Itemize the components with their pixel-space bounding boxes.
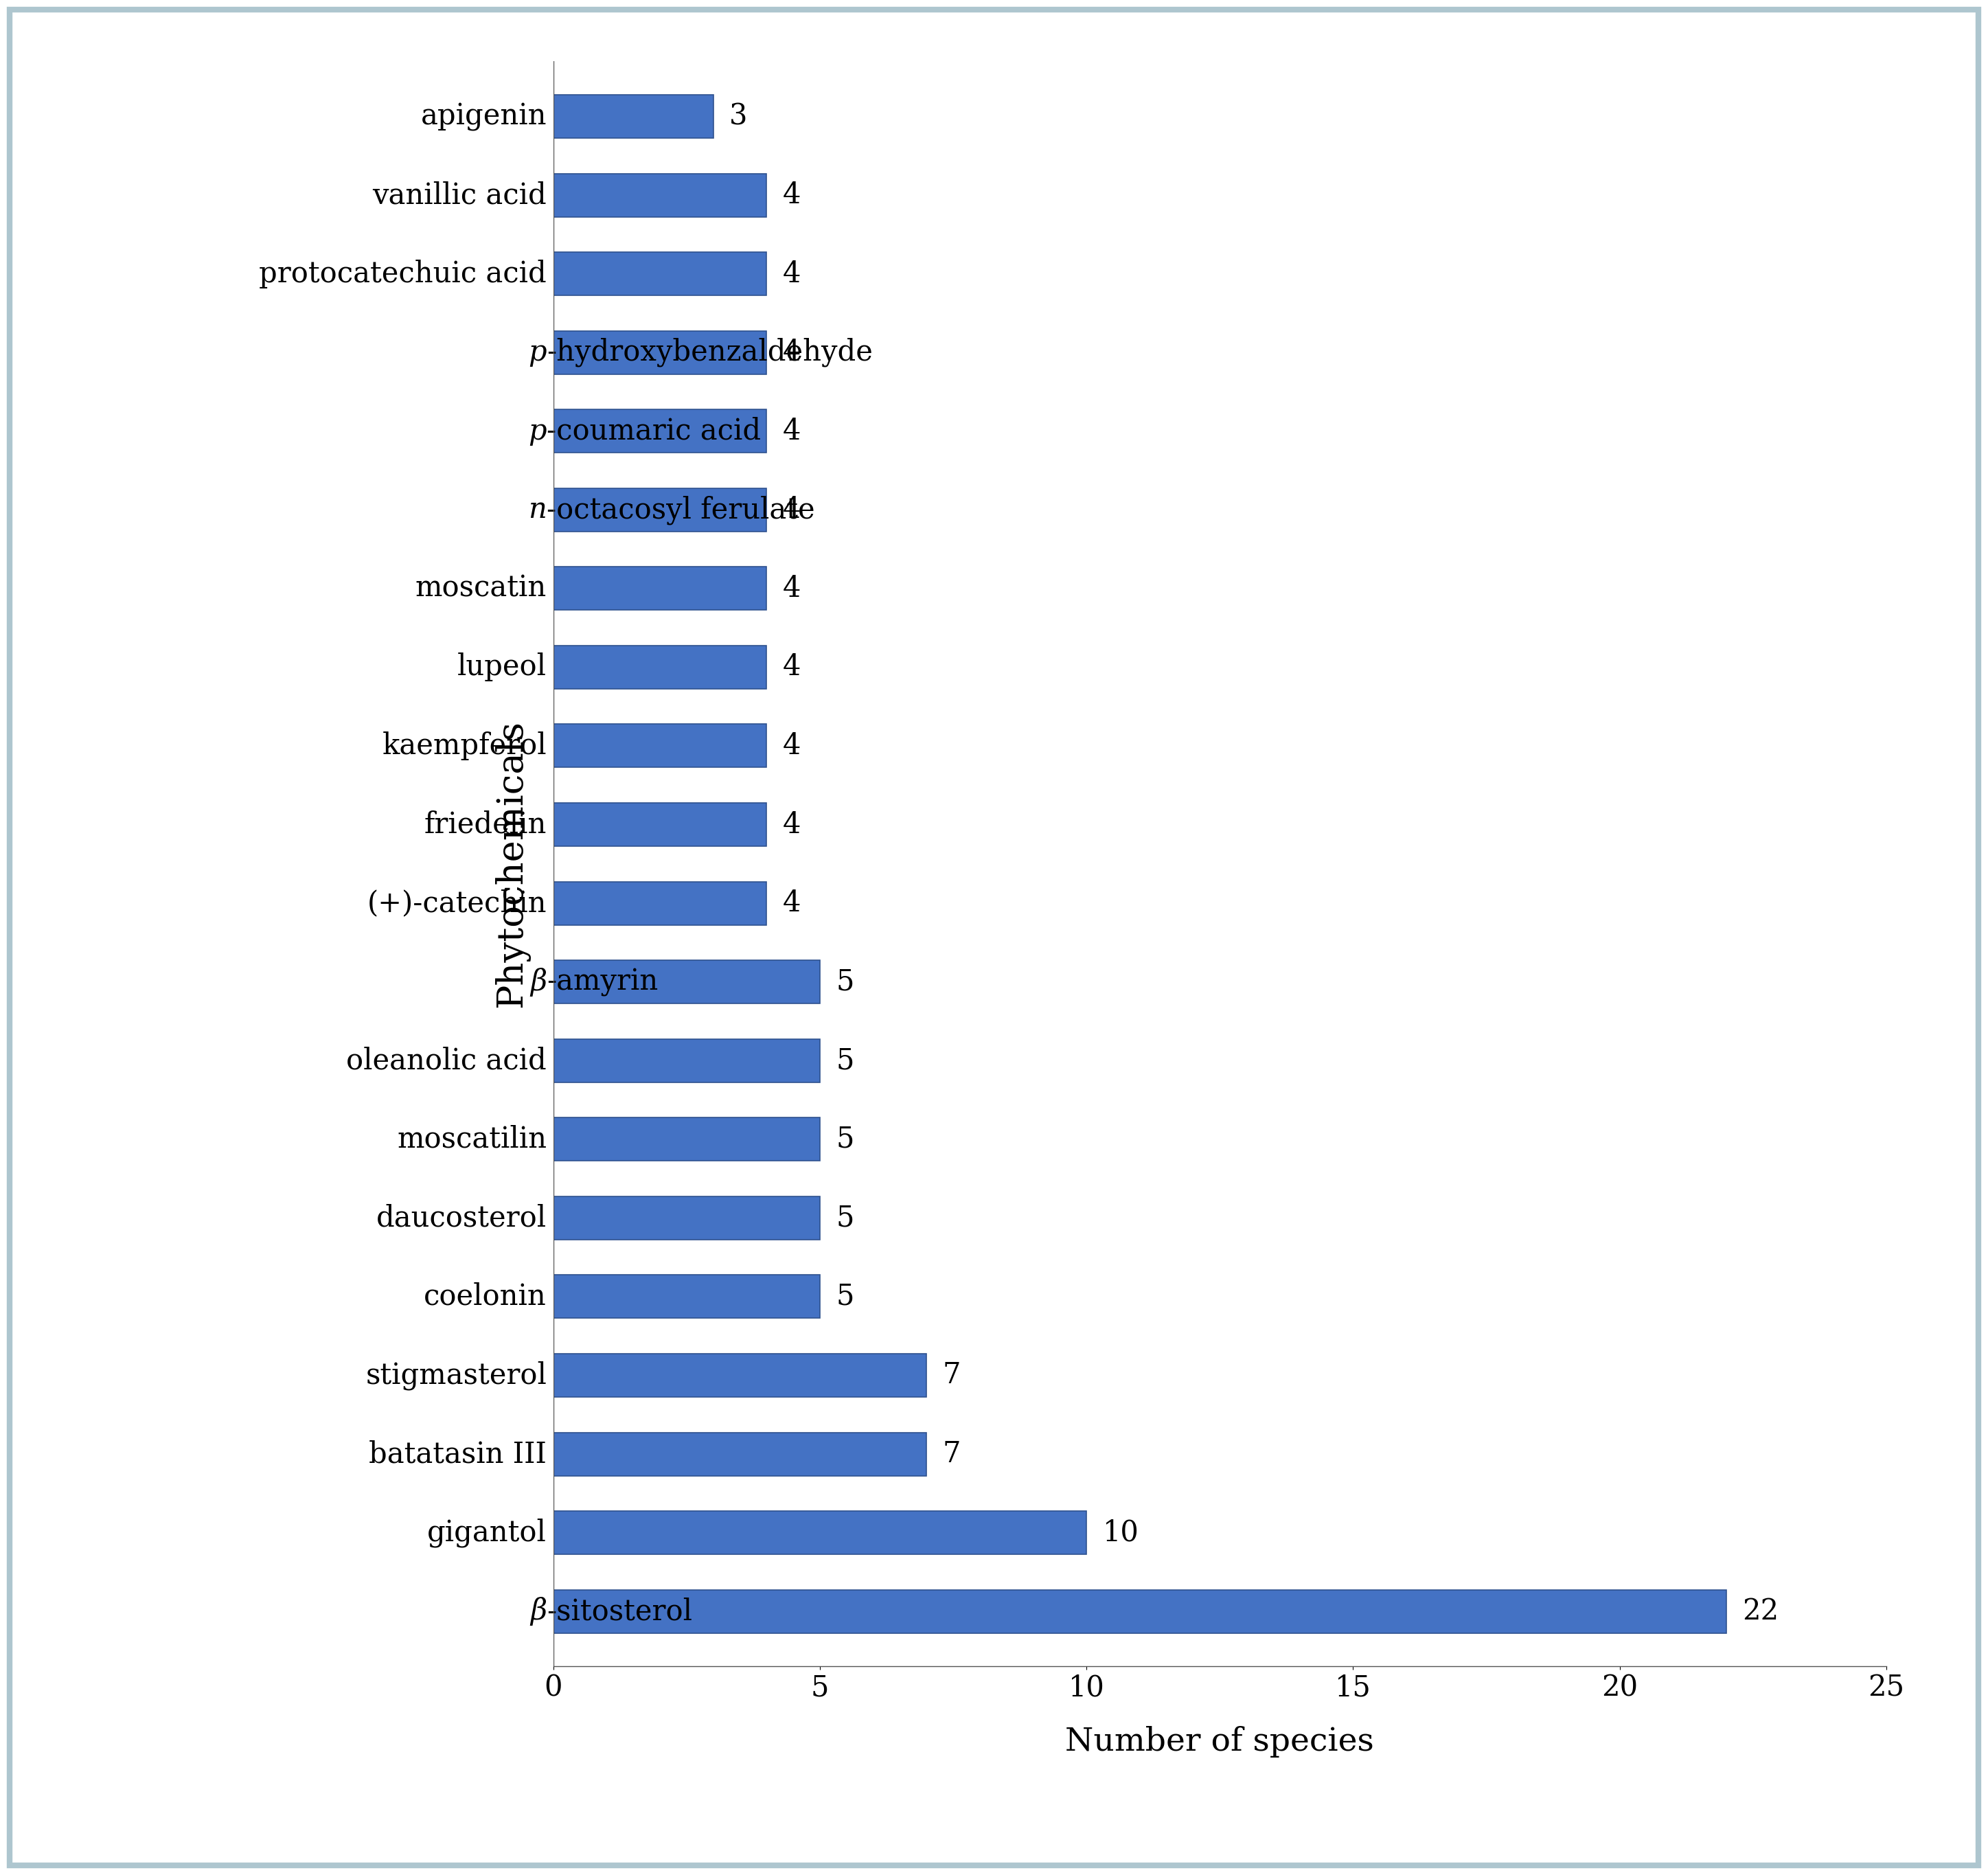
Text: n-octacosyl ferulate: n-octacosyl ferulate bbox=[245, 495, 531, 525]
Text: 10: 10 bbox=[1103, 1519, 1139, 1547]
Text: 7: 7 bbox=[942, 1361, 960, 1389]
Text: -hydroxybenzaldehyde: -hydroxybenzaldehyde bbox=[547, 338, 873, 368]
Bar bbox=[553, 1511, 1087, 1554]
Text: β-sitosterol: β-sitosterol bbox=[370, 1598, 533, 1626]
Bar bbox=[553, 251, 767, 296]
Text: 5: 5 bbox=[835, 1283, 855, 1311]
Bar bbox=[553, 174, 767, 218]
Text: stigmasterol: stigmasterol bbox=[366, 1361, 547, 1389]
Text: 4: 4 bbox=[783, 810, 801, 838]
Bar bbox=[553, 881, 767, 924]
Bar bbox=[553, 96, 714, 139]
Text: 7: 7 bbox=[942, 1440, 960, 1468]
Text: -octacosyl ferulate: -octacosyl ferulate bbox=[547, 495, 815, 525]
Bar bbox=[553, 1196, 819, 1239]
Text: 4: 4 bbox=[783, 652, 801, 682]
Text: p: p bbox=[529, 416, 547, 446]
Text: friedelin: friedelin bbox=[423, 810, 547, 838]
Text: β-amyrin: β-amyrin bbox=[404, 968, 533, 996]
Text: 4: 4 bbox=[783, 338, 801, 368]
Text: p-coumaric acid: p-coumaric acid bbox=[298, 416, 531, 446]
Text: β: β bbox=[531, 968, 547, 996]
Bar bbox=[553, 802, 767, 846]
Text: 4: 4 bbox=[783, 574, 801, 604]
X-axis label: Number of species: Number of species bbox=[1066, 1725, 1374, 1757]
Text: -amyrin: -amyrin bbox=[547, 968, 658, 996]
Text: (+)-catechin: (+)-catechin bbox=[368, 889, 547, 917]
Text: -coumaric acid: -coumaric acid bbox=[547, 416, 761, 446]
Text: apigenin: apigenin bbox=[421, 101, 547, 131]
Bar bbox=[553, 566, 767, 609]
Text: daucosterol: daucosterol bbox=[376, 1204, 547, 1232]
Text: 22: 22 bbox=[1741, 1598, 1779, 1626]
Text: n: n bbox=[529, 495, 547, 525]
Bar bbox=[553, 724, 767, 767]
Bar bbox=[553, 645, 767, 688]
Text: coelonin: coelonin bbox=[423, 1283, 547, 1311]
Text: lupeol: lupeol bbox=[457, 652, 547, 682]
Text: gigantol: gigantol bbox=[427, 1519, 547, 1547]
Text: 4: 4 bbox=[783, 731, 801, 759]
Text: 5: 5 bbox=[835, 1125, 855, 1153]
Text: oleanolic acid: oleanolic acid bbox=[346, 1046, 547, 1074]
Text: 4: 4 bbox=[783, 495, 801, 525]
Text: 5: 5 bbox=[835, 1204, 855, 1232]
Text: kaempferol: kaempferol bbox=[382, 731, 547, 759]
Bar bbox=[553, 488, 767, 531]
Bar bbox=[553, 1590, 1726, 1633]
Text: 4: 4 bbox=[783, 889, 801, 917]
Bar bbox=[553, 330, 767, 375]
Bar bbox=[553, 409, 767, 452]
Text: protocatechuic acid: protocatechuic acid bbox=[258, 259, 547, 289]
Bar bbox=[553, 960, 819, 1003]
Text: 5: 5 bbox=[835, 1046, 855, 1074]
Text: batatasin III: batatasin III bbox=[370, 1440, 547, 1468]
Text: moscatin: moscatin bbox=[415, 574, 547, 604]
Y-axis label: Phytochemicals: Phytochemicals bbox=[493, 720, 529, 1007]
Text: 4: 4 bbox=[783, 416, 801, 446]
Text: 3: 3 bbox=[730, 101, 747, 131]
Text: p-hydroxybenzaldehyde: p-hydroxybenzaldehyde bbox=[187, 338, 531, 368]
Text: 4: 4 bbox=[783, 180, 801, 210]
Bar bbox=[553, 1354, 926, 1397]
Bar bbox=[553, 1433, 926, 1476]
Text: 5: 5 bbox=[835, 968, 855, 996]
Bar bbox=[553, 1275, 819, 1318]
Bar bbox=[553, 1118, 819, 1161]
Text: vanillic acid: vanillic acid bbox=[372, 180, 547, 210]
Text: β: β bbox=[531, 1598, 547, 1626]
Text: -sitosterol: -sitosterol bbox=[547, 1598, 692, 1626]
Text: 4: 4 bbox=[783, 259, 801, 289]
Bar bbox=[553, 1039, 819, 1082]
Text: moscatilin: moscatilin bbox=[398, 1125, 547, 1153]
Text: p: p bbox=[529, 338, 547, 368]
